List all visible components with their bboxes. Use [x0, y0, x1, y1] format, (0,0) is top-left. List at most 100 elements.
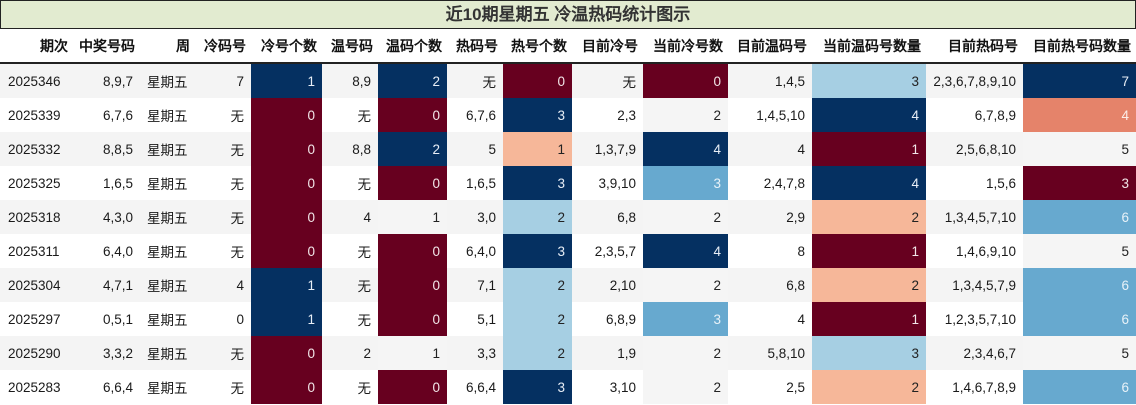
cell-numbers[interactable]: 6,7,6 [73, 98, 140, 132]
cell-cold-count[interactable]: 0 [251, 132, 322, 166]
cell-cur-hot-count[interactable]: 7 [1023, 63, 1136, 98]
cell-numbers[interactable]: 6,4,0 [73, 234, 140, 268]
cell-cur-warm-count[interactable]: 2 [812, 200, 926, 234]
cell-period[interactable]: 2025325 [0, 166, 73, 200]
cell-cold[interactable]: 无 [195, 132, 251, 166]
cell-warm-count[interactable]: 1 [378, 200, 447, 234]
cell-cur-cold-count[interactable]: 2 [643, 98, 728, 132]
cell-period[interactable]: 2025311 [0, 234, 73, 268]
cell-week[interactable]: 星期五 [140, 63, 195, 98]
col-header-hot[interactable]: 热码号 [447, 29, 503, 64]
cell-cur-hot[interactable]: 1,4,6,7,8,9 [926, 370, 1023, 404]
cell-warm[interactable]: 2 [322, 336, 378, 370]
cell-week[interactable]: 星期五 [140, 132, 195, 166]
cell-cur-hot-count[interactable]: 4 [1023, 98, 1136, 132]
cell-cur-warm-count[interactable]: 1 [812, 132, 926, 166]
col-header-cur-hot-count[interactable]: 目前热号码数量 [1023, 29, 1136, 64]
col-header-warm[interactable]: 温号码 [322, 29, 378, 64]
cell-cur-cold[interactable]: 2,3 [572, 98, 643, 132]
cell-cold-count[interactable]: 1 [251, 302, 322, 336]
cell-cold-count[interactable]: 0 [251, 166, 322, 200]
cell-cur-cold[interactable]: 3,9,10 [572, 166, 643, 200]
cell-numbers[interactable]: 0,5,1 [73, 302, 140, 336]
cell-cur-cold[interactable]: 6,8,9 [572, 302, 643, 336]
cell-week[interactable]: 星期五 [140, 302, 195, 336]
cell-cold[interactable]: 无 [195, 166, 251, 200]
cell-cur-cold[interactable]: 1,3,7,9 [572, 132, 643, 166]
cell-cur-warm-count[interactable]: 3 [812, 336, 926, 370]
cell-cur-warm[interactable]: 4 [728, 302, 812, 336]
cell-hot-count[interactable]: 2 [503, 336, 572, 370]
cell-numbers[interactable]: 1,6,5 [73, 166, 140, 200]
cell-cur-hot-count[interactable]: 6 [1023, 200, 1136, 234]
col-header-cur-warm-count[interactable]: 当前温码号数量 [812, 29, 926, 64]
cell-hot-count[interactable]: 3 [503, 370, 572, 404]
cell-warm[interactable]: 无 [322, 370, 378, 404]
cell-cur-cold[interactable]: 2,3,5,7 [572, 234, 643, 268]
cell-hot[interactable]: 6,6,4 [447, 370, 503, 404]
cell-cold[interactable]: 无 [195, 370, 251, 404]
cell-cur-warm[interactable]: 1,4,5 [728, 63, 812, 98]
cell-warm-count[interactable]: 0 [378, 370, 447, 404]
cell-cur-cold-count[interactable]: 4 [643, 132, 728, 166]
cell-period[interactable]: 2025346 [0, 63, 73, 98]
cell-cur-hot-count[interactable]: 6 [1023, 302, 1136, 336]
cell-hot-count[interactable]: 2 [503, 268, 572, 302]
cell-cold-count[interactable]: 0 [251, 98, 322, 132]
cell-cur-warm[interactable]: 5,8,10 [728, 336, 812, 370]
cell-cur-warm-count[interactable]: 1 [812, 302, 926, 336]
cell-warm[interactable]: 无 [322, 166, 378, 200]
cell-period[interactable]: 2025283 [0, 370, 73, 404]
col-header-numbers[interactable]: 中奖号码 [73, 29, 140, 64]
cell-cold-count[interactable]: 0 [251, 370, 322, 404]
cell-cur-cold[interactable]: 3,10 [572, 370, 643, 404]
cell-hot[interactable]: 1,6,5 [447, 166, 503, 200]
cell-cur-cold[interactable]: 2,10 [572, 268, 643, 302]
cell-cur-hot[interactable]: 1,3,4,5,7,10 [926, 200, 1023, 234]
cell-numbers[interactable]: 6,6,4 [73, 370, 140, 404]
cell-hot-count[interactable]: 2 [503, 302, 572, 336]
cell-cur-cold-count[interactable]: 2 [643, 370, 728, 404]
cell-numbers[interactable]: 8,8,5 [73, 132, 140, 166]
cell-hot[interactable]: 3,0 [447, 200, 503, 234]
col-header-cur-warm[interactable]: 目前温码号 [728, 29, 812, 64]
cell-hot[interactable]: 6,4,0 [447, 234, 503, 268]
cell-cur-cold[interactable]: 无 [572, 63, 643, 98]
cell-hot-count[interactable]: 3 [503, 234, 572, 268]
cell-hot[interactable]: 6,7,6 [447, 98, 503, 132]
cell-cur-cold-count[interactable]: 3 [643, 302, 728, 336]
cell-cur-cold-count[interactable]: 2 [643, 268, 728, 302]
cell-hot-count[interactable]: 3 [503, 166, 572, 200]
cell-cur-hot-count[interactable]: 3 [1023, 166, 1136, 200]
cell-hot[interactable]: 5 [447, 132, 503, 166]
cell-warm-count[interactable]: 0 [378, 166, 447, 200]
cell-cur-cold-count[interactable]: 2 [643, 336, 728, 370]
cell-warm-count[interactable]: 0 [378, 268, 447, 302]
cell-cold[interactable]: 无 [195, 200, 251, 234]
cell-cur-warm-count[interactable]: 4 [812, 98, 926, 132]
cell-warm-count[interactable]: 0 [378, 234, 447, 268]
cell-period[interactable]: 2025339 [0, 98, 73, 132]
cell-cur-cold-count[interactable]: 2 [643, 200, 728, 234]
cell-week[interactable]: 星期五 [140, 234, 195, 268]
cell-cold[interactable]: 7 [195, 63, 251, 98]
cell-cur-warm[interactable]: 1,4,5,10 [728, 98, 812, 132]
cell-cur-hot[interactable]: 2,5,6,8,10 [926, 132, 1023, 166]
cell-cur-warm[interactable]: 2,4,7,8 [728, 166, 812, 200]
cell-cold-count[interactable]: 0 [251, 234, 322, 268]
cell-cold[interactable]: 无 [195, 234, 251, 268]
cell-period[interactable]: 2025318 [0, 200, 73, 234]
cell-cur-warm[interactable]: 2,5 [728, 370, 812, 404]
cell-cur-hot[interactable]: 1,5,6 [926, 166, 1023, 200]
cell-cur-cold[interactable]: 1,9 [572, 336, 643, 370]
cell-numbers[interactable]: 3,3,2 [73, 336, 140, 370]
col-header-cur-cold-count[interactable]: 当前冷号数 [643, 29, 728, 64]
cell-week[interactable]: 星期五 [140, 268, 195, 302]
cell-cur-warm[interactable]: 8 [728, 234, 812, 268]
cell-warm-count[interactable]: 0 [378, 302, 447, 336]
cell-cur-warm-count[interactable]: 3 [812, 63, 926, 98]
cell-cur-hot-count[interactable]: 5 [1023, 234, 1136, 268]
cell-cold[interactable]: 无 [195, 336, 251, 370]
cell-cold-count[interactable]: 0 [251, 336, 322, 370]
cell-numbers[interactable]: 4,3,0 [73, 200, 140, 234]
